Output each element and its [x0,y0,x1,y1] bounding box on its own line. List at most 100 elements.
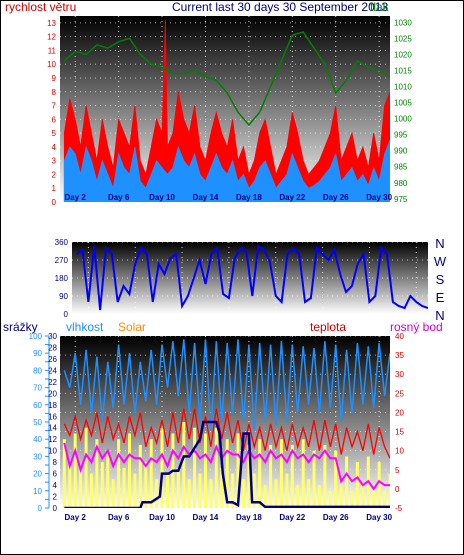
tick-label: 4 [52,143,57,152]
tick-label: 12 [48,435,57,444]
compass-label: S [436,272,445,287]
solar-bar [323,444,327,508]
solar-bar [117,439,121,508]
tick-label: -5 [395,504,403,513]
tick-label: 3 [52,157,57,166]
solar-bar [128,433,131,508]
tick-label: 9 [52,74,57,83]
solar-series [62,422,390,508]
rain-axis: 0 10 20 30 40 50 60 70 80 90 100 [29,332,50,513]
compass-label: N [435,308,444,323]
solar-bar [155,479,159,508]
solar-bar [296,485,300,508]
solar-bar [84,427,88,508]
tick-label: 28 [48,343,57,352]
tick-label: 80 [33,366,42,375]
tick-label: 10 [395,447,404,456]
tick-label: 0 [395,485,400,494]
solar-bar [182,422,186,508]
day-tick-label: Day 22 [279,513,305,522]
solar-bar [317,485,321,508]
solar-bar [274,479,278,508]
tick-label: 90 [33,349,42,358]
tick-label: 25 [395,389,404,398]
wind-average-series [63,139,390,202]
tick-label: 20 [395,408,404,417]
solar-bar [355,462,359,508]
day-tick-label: Day 22 [279,193,305,202]
day-tick-label: Day 30 [366,513,392,522]
tick-label: 50 [33,418,42,427]
solar-bar [345,456,349,508]
day-tick-label: Day 10 [149,193,175,202]
tick-label: 10 [47,60,56,69]
tick-label: 100 [29,332,43,341]
tick-label: 12 [47,33,56,42]
tick-label: 70 [33,384,42,393]
tick-label: 270 [55,256,69,265]
chart-title: Current last 30 days 30 September 2013 [172,0,388,14]
tick-label: 40 [395,332,404,341]
tick-label: 22 [48,378,57,387]
tick-label: 4 [53,481,58,490]
solar-bar [138,444,142,508]
compass-label: E [436,290,445,305]
day-tick-label: Day 6 [108,513,130,522]
solar-bar [166,473,169,508]
solar-bar [176,467,180,508]
solar-bar [231,473,235,508]
solar-bar [339,485,343,508]
solar-bar [106,450,110,508]
solar-bar [236,433,240,508]
rain-axis-label: srážky [3,320,38,334]
solar-bar [209,479,213,508]
humidity-axis-label: vlhkost [66,320,104,334]
day-tick-label: Day 6 [108,193,130,202]
tick-label: 0 [64,310,69,319]
tick-label: 10 [33,487,42,496]
tick-label: 975 [394,195,408,204]
solar-bar [90,473,93,508]
solar-bar [68,462,72,508]
tick-label: 1015 [394,67,412,76]
solar-bar [361,485,365,508]
tick-label: 11 [48,46,57,55]
direction-series [76,244,428,311]
tick-label: 15 [395,428,404,437]
solar-bar [187,479,191,508]
tick-label: 10 [48,447,57,456]
tick-label: 1010 [394,83,412,92]
day-tick-label: Day 10 [149,513,175,522]
temperature-axis-label: teplota [310,320,346,334]
day-tick-label: Day 14 [193,193,219,202]
solar-bar [307,479,311,508]
solar-bar [225,439,229,508]
tick-label: 980 [394,179,408,188]
solar-bar [214,427,218,508]
solar-bar [160,427,164,508]
solar-bar [372,490,376,508]
solar-bar [269,444,273,508]
solar-bar [388,473,390,508]
temperature-line [63,408,390,459]
humidity-series [63,339,390,431]
wind-axis-label: rychlost větru [5,0,76,14]
day-tick-label: Day 18 [236,513,262,522]
tick-label: 1005 [394,99,412,108]
rain-line [64,420,390,508]
solar-bar [111,479,115,508]
solar-bar [279,439,283,508]
solar-bar [198,473,202,508]
temperature-series [63,408,390,459]
compass-label: N [435,236,444,251]
day-tick-label: Day 26 [323,513,349,522]
tick-label: 8 [53,458,58,467]
day-tick-label: Day 2 [65,193,87,202]
tick-label: 8 [52,88,57,97]
solar-bar [328,490,332,508]
direction-line [76,244,428,311]
dewpoint-line [63,442,390,491]
